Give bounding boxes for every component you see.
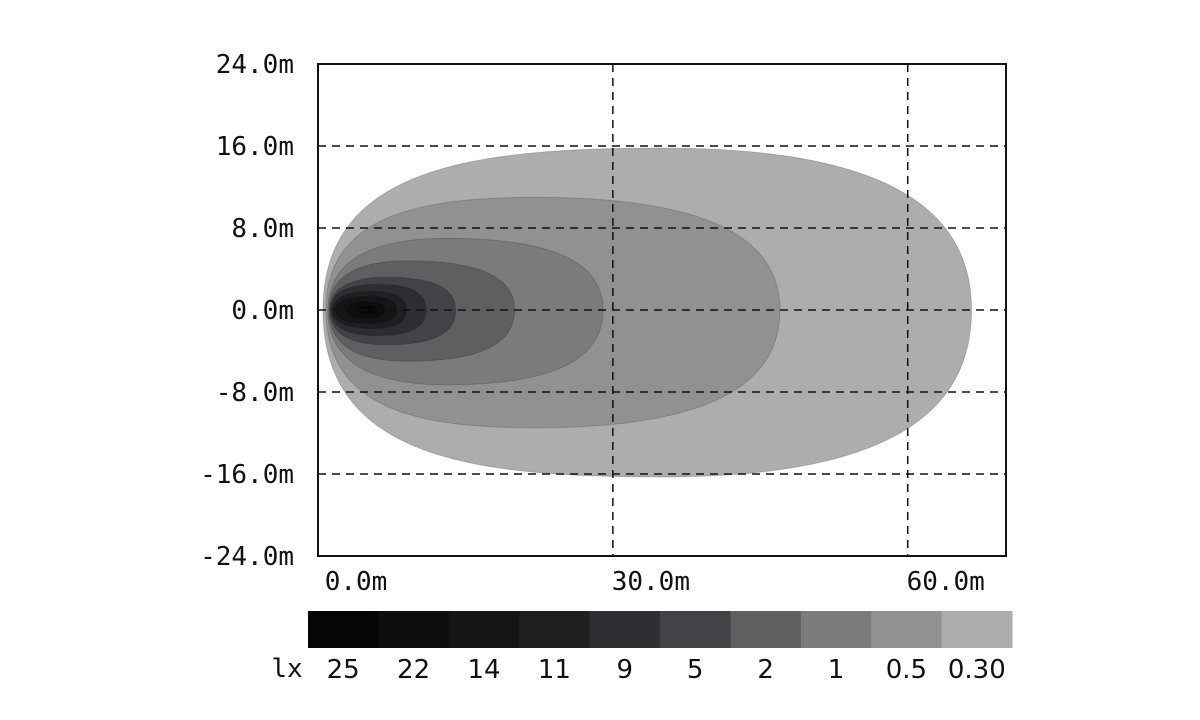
legend-level-label: 9 bbox=[617, 655, 634, 685]
legend-swatch bbox=[519, 611, 591, 648]
legend-unit-label: lx bbox=[271, 654, 302, 684]
legend-swatch bbox=[378, 611, 450, 648]
color-legend: lx 25 22 14 11 9 5 2 1 0.5 0.30 bbox=[271, 611, 1013, 685]
y-tick-label: 0.0m bbox=[231, 296, 294, 326]
y-axis-tick-labels: 24.0m 16.0m 8.0m 0.0m -8.0m -16.0m -24.0m bbox=[200, 50, 294, 572]
legend-level-label: 2 bbox=[757, 655, 774, 685]
y-tick-label: 24.0m bbox=[216, 50, 294, 80]
legend-swatch bbox=[589, 611, 661, 648]
x-axis-tick-labels: 0.0m 30.0m 60.0m bbox=[325, 567, 985, 597]
legend-swatch bbox=[730, 611, 802, 648]
y-tick-label: -24.0m bbox=[200, 542, 294, 572]
legend-swatch bbox=[308, 611, 379, 648]
x-tick-label: 60.0m bbox=[907, 567, 985, 597]
x-tick-label: 30.0m bbox=[612, 567, 690, 597]
legend-swatch bbox=[941, 611, 1013, 648]
legend-level-label: 22 bbox=[397, 655, 430, 685]
legend-level-label: 0.5 bbox=[886, 655, 927, 685]
legend-swatch bbox=[448, 611, 520, 648]
legend-swatch bbox=[871, 611, 943, 648]
grid-lines bbox=[318, 64, 1006, 556]
x-tick-label: 0.0m bbox=[325, 567, 388, 597]
y-tick-label: -16.0m bbox=[200, 460, 294, 490]
y-tick-label: -8.0m bbox=[216, 378, 294, 408]
legend-level-label: 11 bbox=[538, 655, 571, 685]
legend-level-label: 0.30 bbox=[948, 655, 1006, 685]
legend-level-label: 5 bbox=[687, 655, 704, 685]
y-tick-label: 16.0m bbox=[216, 132, 294, 162]
contour-regions bbox=[322, 147, 973, 478]
legend-swatch bbox=[800, 611, 872, 648]
legend-level-label: 1 bbox=[828, 655, 845, 685]
plot-frame bbox=[317, 63, 1007, 557]
legend-level-label: 25 bbox=[327, 655, 360, 685]
y-tick-label: 8.0m bbox=[231, 214, 294, 244]
legend-level-label: 14 bbox=[467, 655, 500, 685]
legend-swatch bbox=[660, 611, 731, 648]
